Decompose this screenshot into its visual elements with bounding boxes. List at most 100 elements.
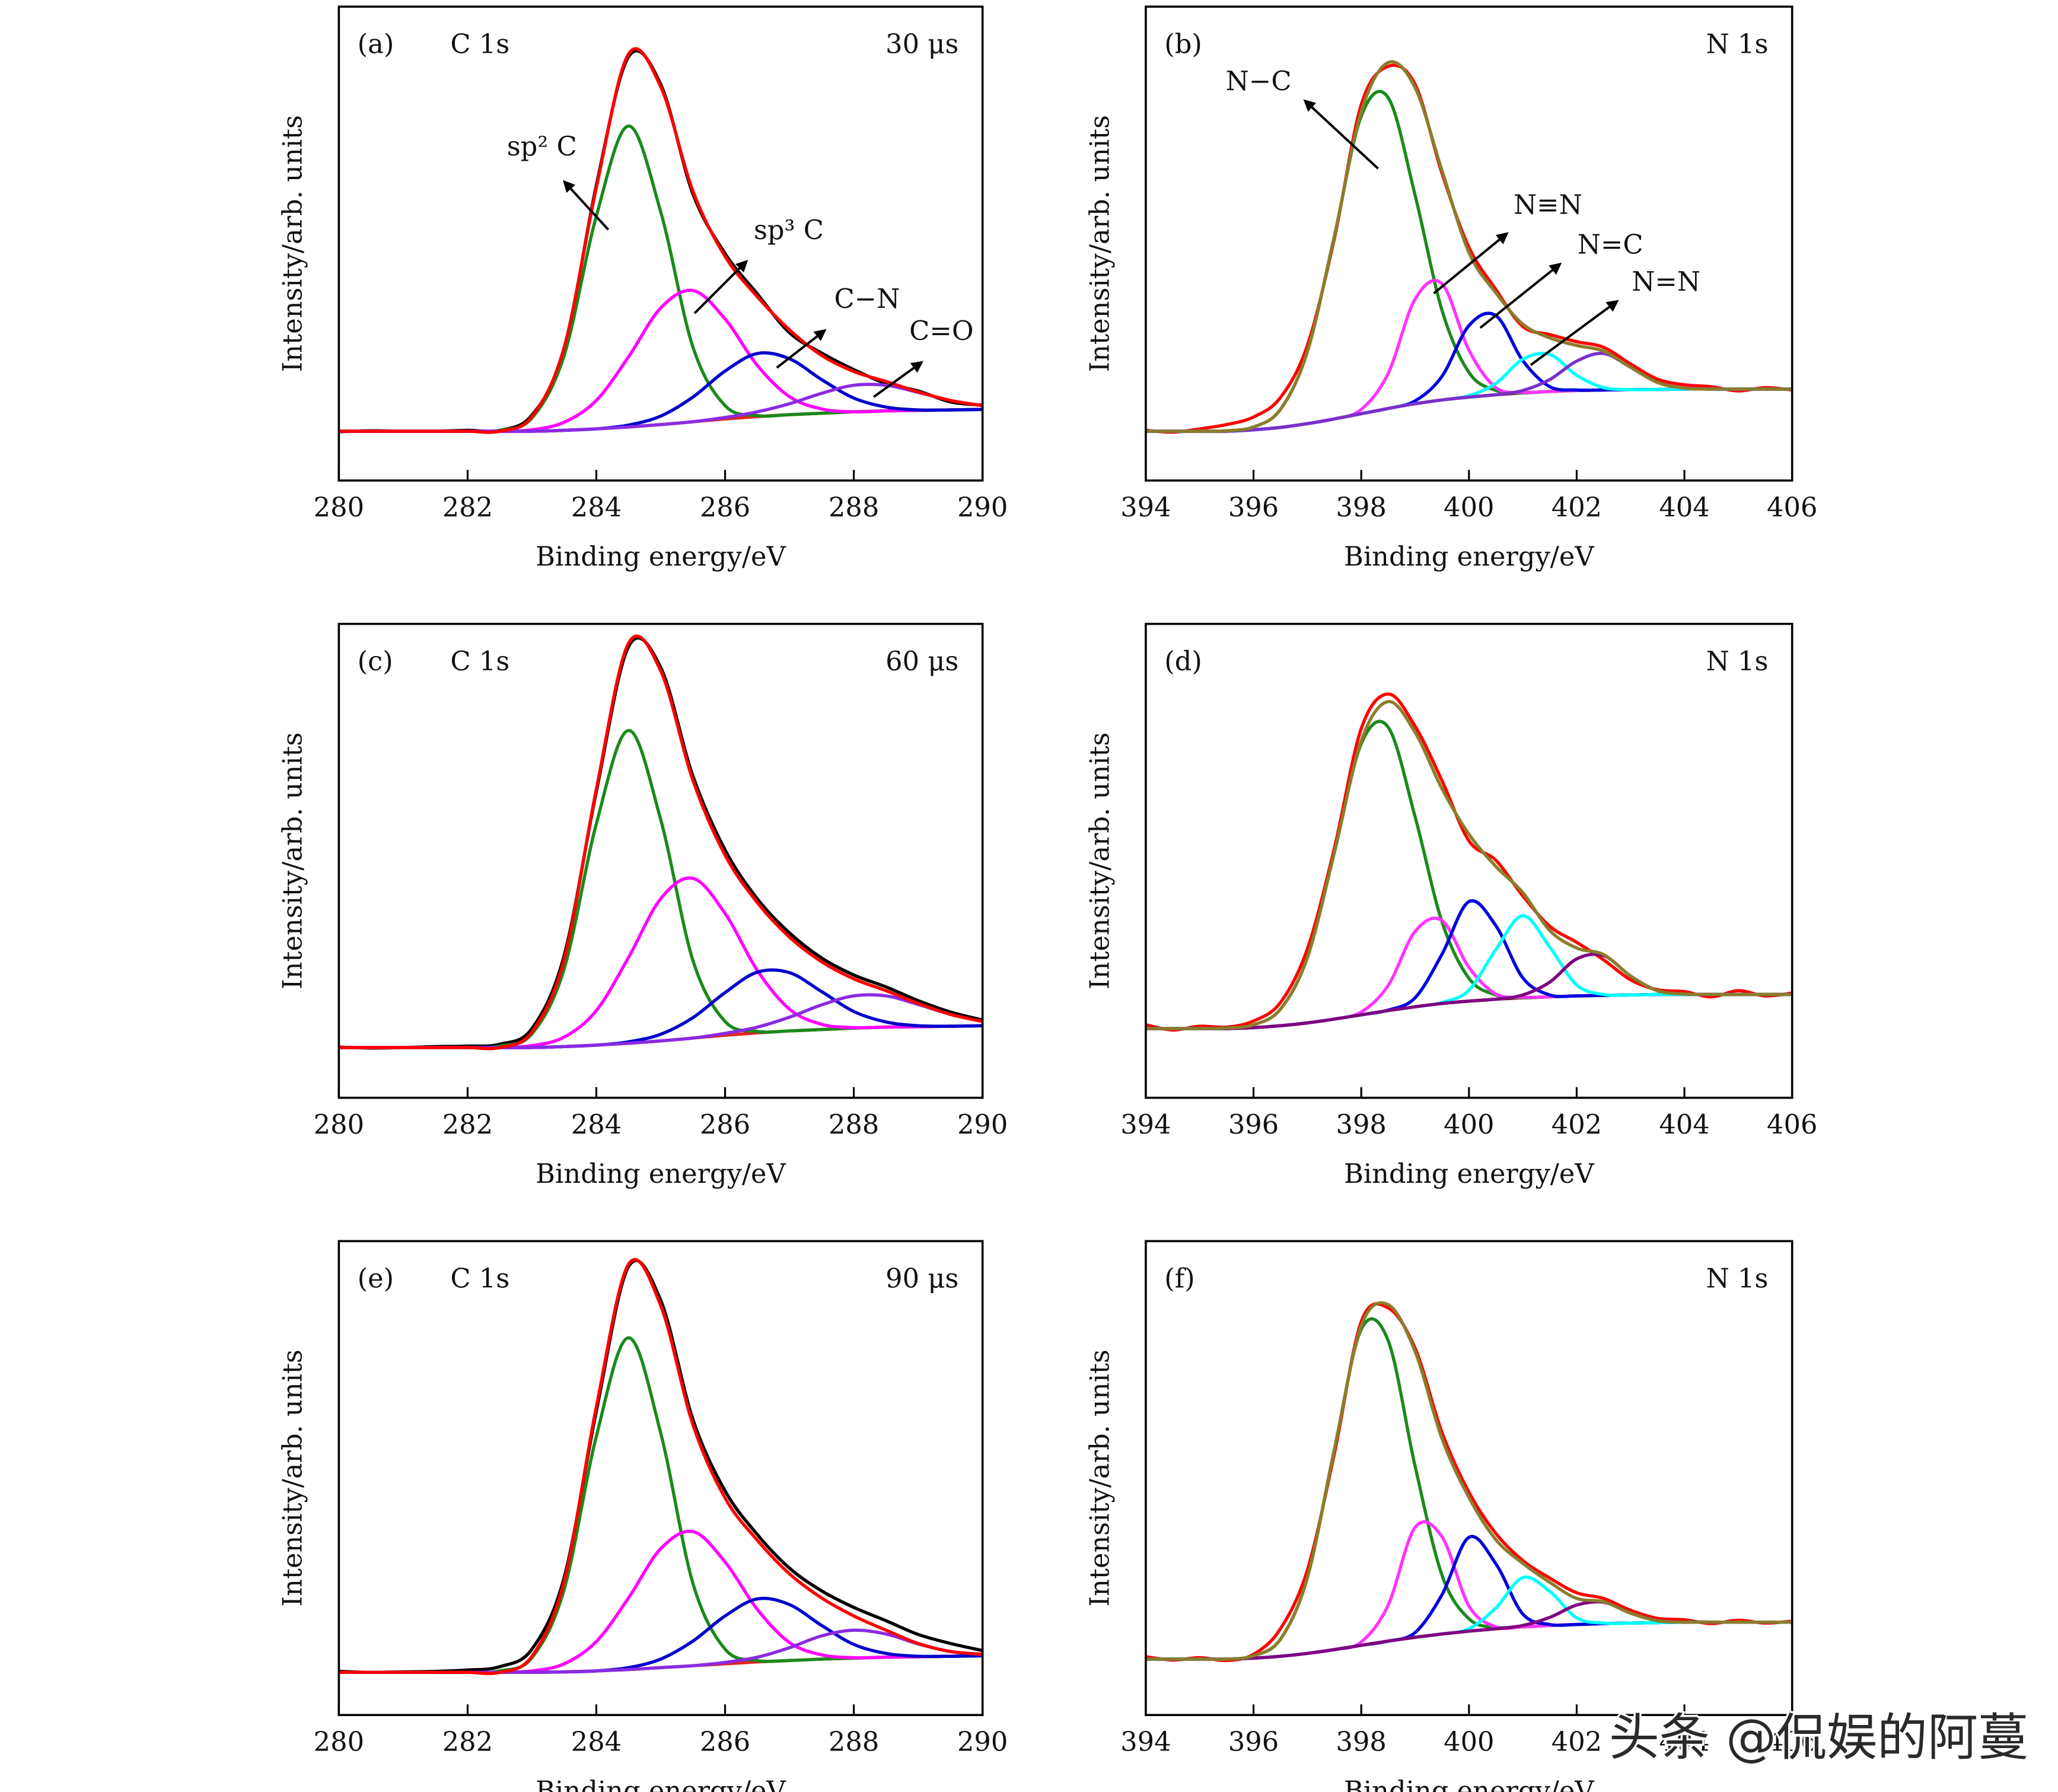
annotation-arrow xyxy=(693,259,748,314)
x-tick-label: 280 xyxy=(314,1109,364,1140)
x-axis-label: Binding energy/eV xyxy=(536,1158,786,1189)
plot-frame xyxy=(337,1240,984,1716)
x-tick-label: 402 xyxy=(1552,1726,1602,1758)
panel-label: (c) xyxy=(358,645,393,677)
x-tick-label: 290 xyxy=(957,491,1008,523)
x-tick-label: 400 xyxy=(1444,1109,1494,1140)
x-tick-label: 406 xyxy=(1767,1109,1817,1140)
core-level: C 1s xyxy=(450,28,509,60)
x-tick-label: 398 xyxy=(1336,1109,1386,1140)
y-axis-label: Intensity/arb. units xyxy=(277,1349,308,1606)
x-tick-label: 290 xyxy=(957,1726,1008,1758)
x-tick-label: 406 xyxy=(1767,1726,1817,1758)
core-level: C 1s xyxy=(450,1263,509,1294)
x-tick-label: 398 xyxy=(1336,1726,1386,1758)
annotation-arrow xyxy=(563,180,610,231)
panel-label: (e) xyxy=(358,1263,394,1294)
peak-annotation: C−N xyxy=(834,283,900,314)
x-tick-label: 288 xyxy=(829,1109,879,1140)
core-level: N 1s xyxy=(1706,28,1769,60)
x-tick-label: 396 xyxy=(1228,1726,1279,1758)
peak-annotation: N=N xyxy=(1632,266,1700,297)
x-tick-label: 394 xyxy=(1120,1726,1171,1758)
x-tick-label: 280 xyxy=(314,1726,364,1758)
spectrum-line xyxy=(1145,279,1792,433)
spectrum-line xyxy=(1145,720,1792,1030)
spectrum-line xyxy=(1145,1520,1792,1661)
x-tick-label: 402 xyxy=(1552,1109,1602,1140)
spectrum-line xyxy=(339,634,983,1051)
x-tick-label: 282 xyxy=(442,1726,493,1758)
annotation-arrow xyxy=(776,329,827,369)
x-tick-label: 288 xyxy=(829,491,879,523)
pulse-duration: 90 μs xyxy=(885,1263,958,1294)
annotation-arrow xyxy=(1433,232,1509,295)
spectrum-line xyxy=(339,408,983,433)
core-level: C 1s xyxy=(450,645,509,677)
panel-label: (d) xyxy=(1164,645,1202,677)
x-tick-label: 404 xyxy=(1659,1726,1709,1758)
y-axis-label: Intensity/arb. units xyxy=(1084,115,1115,372)
x-tick-label: 288 xyxy=(829,1726,879,1758)
spectrum-line xyxy=(1145,700,1792,1030)
spectrum-line xyxy=(339,1024,983,1049)
x-tick-label: 282 xyxy=(442,491,493,523)
x-tick-label: 400 xyxy=(1444,491,1494,523)
spectrum-line xyxy=(339,1259,983,1675)
spectrum-line xyxy=(1145,90,1792,433)
peak-annotation: N=C xyxy=(1578,228,1643,260)
spectrum-line xyxy=(339,49,983,434)
x-tick-label: 280 xyxy=(314,491,364,523)
spectrum-line xyxy=(1145,1301,1792,1662)
x-axis-label: Binding energy/eV xyxy=(1344,1158,1594,1189)
panel-label: (b) xyxy=(1164,28,1202,60)
x-tick-label: 396 xyxy=(1228,491,1279,523)
x-tick-label: 402 xyxy=(1552,491,1602,523)
watermark: 头条 @侃娱的阿蔓 xyxy=(1609,1708,2028,1767)
x-axis-label: Binding energy/eV xyxy=(536,1775,786,1792)
spectrum-line xyxy=(339,968,983,1049)
spectrum-line xyxy=(339,636,983,1050)
y-axis-label: Intensity/arb. units xyxy=(1084,1349,1115,1606)
spectrum-line xyxy=(339,1628,983,1675)
plot-frame xyxy=(1145,1240,1793,1716)
spectrum-line xyxy=(339,1258,983,1675)
annotation-arrow xyxy=(1479,262,1562,329)
spectrum-line xyxy=(1145,692,1793,1032)
x-axis-label: Binding energy/eV xyxy=(1344,540,1594,572)
spectrum-line xyxy=(339,47,983,434)
x-tick-label: 396 xyxy=(1228,1109,1279,1140)
annotation-arrow xyxy=(873,361,924,398)
x-tick-label: 290 xyxy=(957,1109,1008,1140)
x-tick-label: 282 xyxy=(442,1109,493,1140)
panel-label: (f) xyxy=(1164,1263,1194,1294)
y-axis-label: Intensity/arb. units xyxy=(277,732,308,989)
x-axis-label: Binding energy/eV xyxy=(1344,1775,1594,1792)
x-tick-label: 284 xyxy=(571,491,622,523)
spectrum-line xyxy=(1145,60,1792,433)
peak-annotation: sp³ C xyxy=(754,214,824,246)
pulse-duration: 30 μs xyxy=(885,28,958,60)
spectrum-line xyxy=(1145,1535,1792,1661)
peak-annotation: N−C xyxy=(1226,65,1292,97)
x-axis-label: Binding energy/eV xyxy=(536,540,786,572)
plot-frame xyxy=(337,5,984,482)
x-tick-label: 284 xyxy=(571,1726,622,1758)
peak-annotation: C=O xyxy=(909,315,973,346)
spectrum-line xyxy=(339,351,983,433)
x-tick-label: 394 xyxy=(1120,1109,1171,1140)
core-level: N 1s xyxy=(1706,1263,1769,1294)
annotation-arrow xyxy=(1303,99,1379,170)
x-tick-label: 394 xyxy=(1120,491,1171,523)
core-level: N 1s xyxy=(1706,645,1769,677)
x-tick-label: 406 xyxy=(1767,491,1817,523)
peak-annotation: N≡N xyxy=(1514,189,1582,220)
annotation-arrow xyxy=(1530,300,1619,367)
x-tick-label: 286 xyxy=(700,1109,750,1140)
y-axis-label: Intensity/arb. units xyxy=(277,115,308,372)
x-tick-label: 398 xyxy=(1336,491,1386,523)
spectrum-line xyxy=(339,1529,983,1675)
spectrum-line xyxy=(1145,914,1792,1030)
x-tick-label: 286 xyxy=(700,491,750,523)
plot-frame xyxy=(337,622,984,1099)
